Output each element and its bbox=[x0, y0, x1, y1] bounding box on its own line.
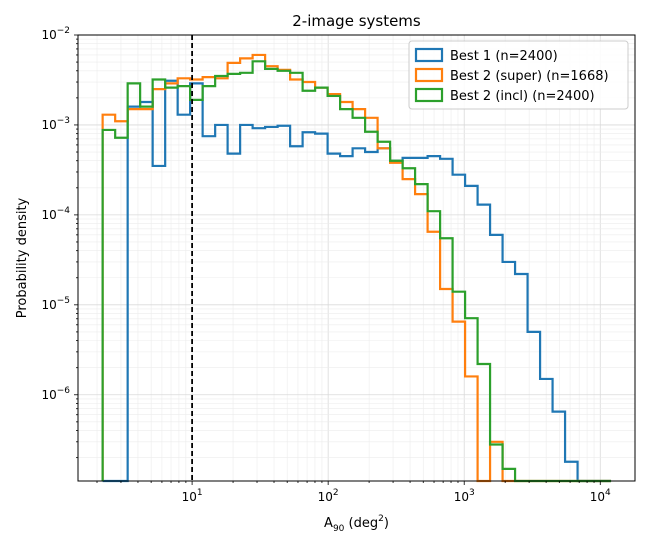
y-axis-label: Probability density bbox=[15, 197, 30, 318]
plot-frame bbox=[77, 34, 636, 482]
legend-box bbox=[408, 40, 629, 110]
x-axis-label-main: A bbox=[324, 516, 333, 531]
y-tick-label: 10−2 bbox=[41, 26, 70, 42]
x-tick-label-exponent: 3 bbox=[469, 488, 475, 498]
y-tick-label-exponent: −6 bbox=[57, 386, 71, 396]
x-tick-label: 101 bbox=[182, 488, 203, 504]
legend-label-3: Best 2 (incl) (n=2400) bbox=[450, 89, 595, 104]
x-axis-label-unit-close: ) bbox=[384, 516, 389, 531]
x-axis-label-unit-sup: 2 bbox=[378, 514, 384, 524]
x-tick-label-base: 10 bbox=[454, 490, 469, 504]
x-tick-label: 103 bbox=[454, 488, 475, 504]
chart-title: 2-image systems bbox=[292, 12, 421, 30]
y-tick-label: 10−5 bbox=[41, 296, 70, 312]
x-tick-label-base: 10 bbox=[590, 490, 605, 504]
y-tick-label-base: 10 bbox=[41, 298, 56, 312]
y-tick-label: 10−4 bbox=[41, 206, 70, 222]
legend-swatch-1 bbox=[414, 47, 444, 63]
x-tick-label-exponent: 1 bbox=[197, 488, 203, 498]
y-tick-label-exponent: −3 bbox=[57, 116, 70, 126]
x-axis-label-sub: 90 bbox=[333, 524, 345, 534]
y-tick-label-exponent: −4 bbox=[57, 206, 71, 216]
x-tick-label-base: 10 bbox=[182, 490, 197, 504]
legend-swatch-2 bbox=[414, 67, 444, 83]
y-tick-label: 10−6 bbox=[41, 386, 70, 402]
y-tick-label-exponent: −2 bbox=[57, 26, 70, 36]
y-tick-label-base: 10 bbox=[41, 208, 56, 222]
legend-label-1: Best 1 (n=2400) bbox=[450, 49, 558, 64]
y-tick-label-base: 10 bbox=[41, 28, 56, 42]
x-tick-label-base: 10 bbox=[318, 490, 333, 504]
x-axis-label: A90 (deg2) bbox=[324, 514, 389, 534]
x-tick-label: 102 bbox=[318, 488, 339, 504]
x-tick-label-exponent: 4 bbox=[605, 488, 611, 498]
y-tick-label-base: 10 bbox=[41, 118, 56, 132]
x-tick-label-exponent: 2 bbox=[333, 488, 339, 498]
y-tick-label-exponent: −5 bbox=[57, 296, 70, 306]
series-3-histogram bbox=[101, 60, 612, 483]
legend: Best 1 (n=2400) Best 2 (super) (n=1668) Be… bbox=[408, 40, 629, 110]
x-tick-label: 104 bbox=[590, 488, 611, 504]
legend-label-2: Best 2 (super) (n=1668) bbox=[450, 69, 609, 84]
x-axis-label-unit: (deg bbox=[344, 516, 378, 531]
legend-swatch-3 bbox=[414, 87, 444, 103]
y-tick-label-base: 10 bbox=[41, 388, 56, 402]
grid bbox=[78, 34, 635, 481]
y-tick-label: 10−3 bbox=[41, 116, 70, 132]
